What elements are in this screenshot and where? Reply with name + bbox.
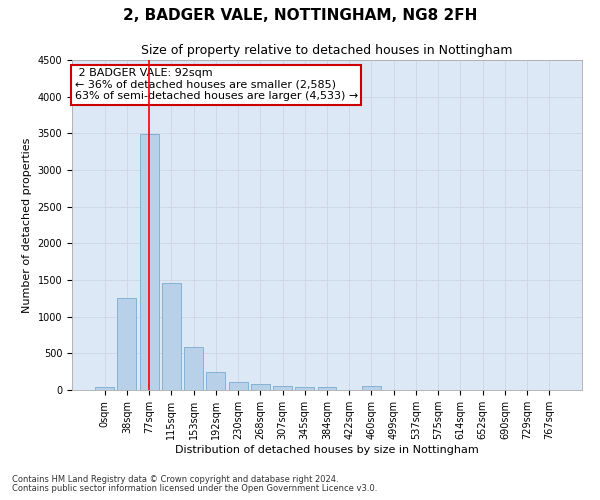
Bar <box>251 384 270 390</box>
Bar <box>362 386 381 390</box>
Bar <box>229 382 248 390</box>
Text: 2, BADGER VALE, NOTTINGHAM, NG8 2FH: 2, BADGER VALE, NOTTINGHAM, NG8 2FH <box>123 8 477 22</box>
Bar <box>206 372 225 390</box>
Text: 2 BADGER VALE: 92sqm
← 36% of detached houses are smaller (2,585)
63% of semi-de: 2 BADGER VALE: 92sqm ← 36% of detached h… <box>74 68 358 102</box>
Bar <box>118 298 136 390</box>
Bar <box>317 388 337 390</box>
X-axis label: Distribution of detached houses by size in Nottingham: Distribution of detached houses by size … <box>175 445 479 455</box>
Bar <box>184 348 203 390</box>
Bar <box>162 283 181 390</box>
Y-axis label: Number of detached properties: Number of detached properties <box>22 138 32 312</box>
Text: Contains HM Land Registry data © Crown copyright and database right 2024.: Contains HM Land Registry data © Crown c… <box>12 476 338 484</box>
Text: Contains public sector information licensed under the Open Government Licence v3: Contains public sector information licen… <box>12 484 377 493</box>
Bar <box>295 387 314 390</box>
Bar <box>273 386 292 390</box>
Bar <box>95 387 114 390</box>
Bar <box>140 134 158 390</box>
Title: Size of property relative to detached houses in Nottingham: Size of property relative to detached ho… <box>141 44 513 58</box>
